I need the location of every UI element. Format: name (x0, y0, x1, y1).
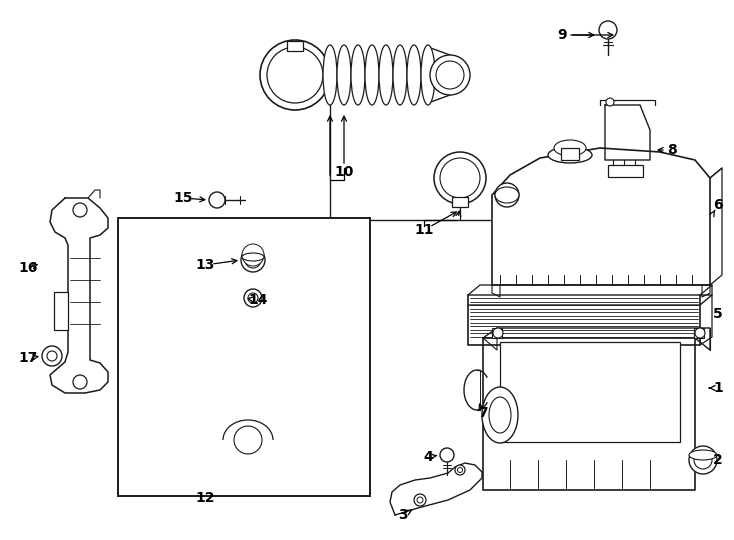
Bar (287, 41, 303, 51)
Circle shape (242, 244, 264, 266)
Bar (694, 328, 704, 338)
Text: 10: 10 (334, 165, 354, 179)
Text: 13: 13 (195, 258, 214, 272)
Circle shape (436, 61, 464, 89)
Ellipse shape (365, 45, 379, 105)
Ellipse shape (489, 397, 511, 433)
Text: 6: 6 (713, 198, 723, 212)
Ellipse shape (548, 147, 592, 163)
Ellipse shape (554, 140, 586, 156)
Circle shape (267, 47, 323, 103)
Circle shape (234, 426, 262, 454)
Bar (492, 328, 502, 338)
Bar (561, 148, 579, 160)
Circle shape (241, 248, 265, 272)
Circle shape (689, 446, 717, 474)
Text: 17: 17 (18, 351, 37, 365)
Circle shape (245, 252, 261, 268)
Circle shape (209, 192, 225, 208)
Ellipse shape (495, 187, 519, 203)
Circle shape (599, 21, 617, 39)
Circle shape (260, 40, 330, 110)
Bar (500, 342, 680, 442)
Circle shape (440, 158, 480, 198)
Text: 5: 5 (713, 307, 723, 321)
Circle shape (434, 152, 486, 204)
Text: 7: 7 (478, 406, 488, 420)
Ellipse shape (689, 450, 717, 460)
Circle shape (493, 328, 503, 338)
Ellipse shape (421, 45, 435, 105)
Circle shape (42, 346, 62, 366)
Circle shape (455, 465, 465, 475)
Circle shape (73, 203, 87, 217)
Circle shape (47, 351, 57, 361)
Circle shape (694, 451, 712, 469)
Circle shape (417, 497, 423, 503)
Circle shape (457, 468, 462, 472)
Bar (608, 165, 643, 177)
Bar (118, 218, 370, 496)
Ellipse shape (323, 45, 337, 105)
Bar (452, 197, 468, 207)
Text: 1: 1 (713, 381, 723, 395)
Circle shape (440, 448, 454, 462)
Text: 14: 14 (248, 293, 268, 307)
Text: 12: 12 (195, 491, 215, 505)
Ellipse shape (407, 45, 421, 105)
Text: 15: 15 (173, 191, 193, 205)
Circle shape (606, 98, 614, 106)
Bar (54, 292, 68, 330)
Ellipse shape (393, 45, 407, 105)
Ellipse shape (242, 253, 264, 261)
Text: 8: 8 (667, 143, 677, 157)
Text: 2: 2 (713, 453, 723, 467)
Circle shape (73, 375, 87, 389)
Ellipse shape (337, 45, 351, 105)
Text: 11: 11 (414, 223, 434, 237)
Circle shape (244, 289, 262, 307)
Text: 3: 3 (398, 508, 408, 522)
Text: 16: 16 (18, 261, 37, 275)
Circle shape (248, 293, 258, 303)
Circle shape (430, 55, 470, 95)
Text: 9: 9 (557, 28, 567, 42)
Circle shape (495, 183, 519, 207)
Ellipse shape (482, 387, 518, 443)
Ellipse shape (379, 45, 393, 105)
Ellipse shape (351, 45, 365, 105)
Circle shape (414, 494, 426, 506)
Circle shape (695, 328, 705, 338)
Text: 4: 4 (423, 450, 433, 464)
